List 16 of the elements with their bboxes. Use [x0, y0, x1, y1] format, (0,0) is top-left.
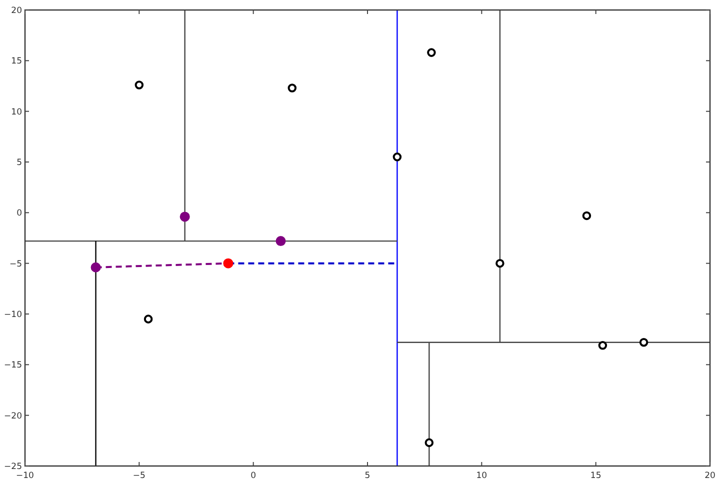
x-tick-label: 0 [250, 471, 256, 481]
x-tick-label: 10 [476, 471, 488, 481]
y-tick-label: −15 [4, 360, 22, 371]
y-tick-label: 5 [16, 158, 22, 168]
y-tick-label: 15 [11, 56, 22, 67]
y-tick-label: −25 [4, 462, 22, 472]
y-tick-label: 10 [11, 107, 22, 118]
y-tick-label: −20 [4, 411, 22, 422]
x-tick-label: 15 [590, 471, 602, 481]
y-tick-label: −5 [9, 259, 22, 270]
x-tick-label: 5 [364, 471, 370, 481]
y-tick-label: 20 [11, 6, 22, 16]
y-tick-label: −10 [4, 310, 22, 320]
x-tick-label: 20 [704, 471, 716, 481]
y-tick-label: 0 [16, 208, 22, 219]
x-tick-label: −5 [132, 471, 146, 481]
